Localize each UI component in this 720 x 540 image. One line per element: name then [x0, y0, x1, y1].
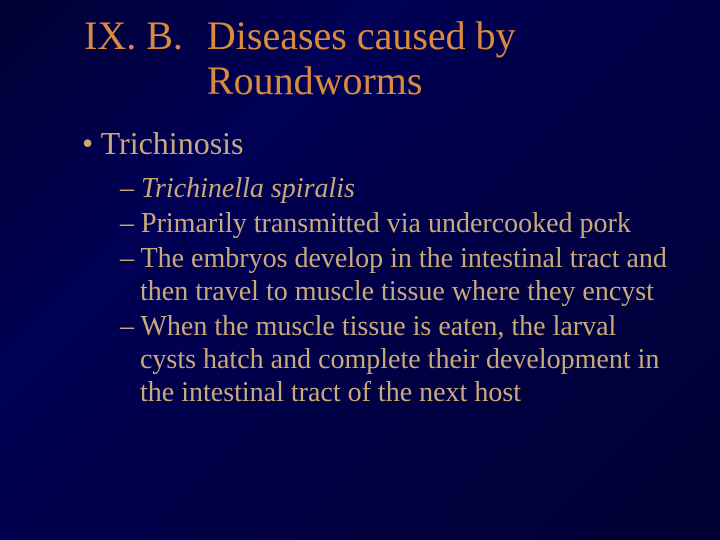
list-item: Primarily transmitted via undercooked po… — [120, 207, 672, 240]
title-number: IX. B. — [84, 14, 183, 59]
bullet-level1: Trichinosis — [82, 124, 672, 162]
list-item: Trichinella spiralis — [120, 172, 672, 205]
title-text: Diseases caused by Roundworms — [207, 14, 672, 104]
list-item: When the muscle tissue is eaten, the lar… — [120, 310, 672, 409]
slide-title: IX. B. Diseases caused by Roundworms — [48, 14, 672, 104]
sub-bullet-list: Trichinella spiralis Primarily transmitt… — [120, 172, 672, 409]
slide: IX. B. Diseases caused by Roundworms Tri… — [0, 0, 720, 540]
list-item: The embryos develop in the intestinal tr… — [120, 242, 672, 308]
